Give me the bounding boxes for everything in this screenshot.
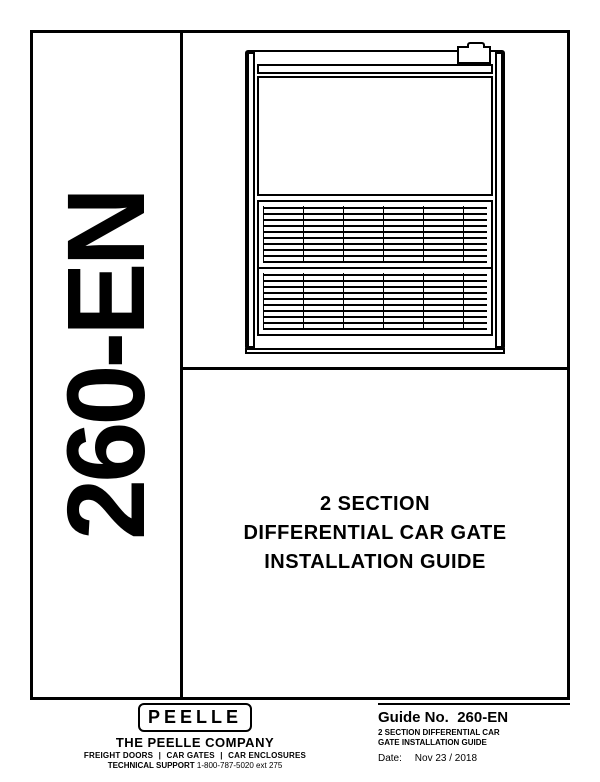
footer: PEELLE THE PEELLE COMPANY FREIGHT DOORS … xyxy=(30,703,570,770)
illustration-cell xyxy=(180,30,570,370)
logo: PEELLE xyxy=(138,703,252,732)
title-cell: 2 SECTION DIFFERENTIAL CAR GATE INSTALLA… xyxy=(180,370,570,700)
tech-support: TECHNICAL SUPPORT 1-800-787-5020 ext 275 xyxy=(30,761,360,770)
title-line-1: 2 SECTION xyxy=(320,493,430,516)
product-1: FREIGHT DOORS xyxy=(84,751,153,760)
product-3: CAR ENCLOSURES xyxy=(228,751,306,760)
page: 260-EN 2 SECTION xyxy=(0,0,600,782)
product-2: CAR GATES xyxy=(167,751,215,760)
motor-icon xyxy=(457,46,491,64)
gate-illustration xyxy=(245,50,505,350)
support-label: TECHNICAL SUPPORT xyxy=(108,761,195,770)
guide-date: Date: Nov 23 / 2018 xyxy=(378,753,570,764)
doc-code-column: 260-EN xyxy=(30,30,180,700)
doc-code: 260-EN xyxy=(43,191,170,540)
product-list: FREIGHT DOORS | CAR GATES | CAR ENCLOSUR… xyxy=(30,751,360,760)
guide-number: Guide No. 260-EN xyxy=(378,709,570,726)
cover-frame: 260-EN 2 SECTION xyxy=(30,30,570,700)
footer-right: Guide No. 260-EN 2 SECTION DIFFERENTIAL … xyxy=(378,703,570,770)
footer-rule xyxy=(378,703,570,705)
company-name: THE PEELLE COMPANY xyxy=(30,735,360,750)
guide-title: 2 SECTION DIFFERENTIAL CAR GATE INSTALLA… xyxy=(378,728,570,747)
title-line-3: INSTALLATION GUIDE xyxy=(264,551,486,574)
title-line-2: DIFFERENTIAL CAR GATE xyxy=(243,522,506,545)
right-column: 2 SECTION DIFFERENTIAL CAR GATE INSTALLA… xyxy=(180,30,570,700)
footer-left: PEELLE THE PEELLE COMPANY FREIGHT DOORS … xyxy=(30,703,360,770)
support-number: 1-800-787-5020 ext 275 xyxy=(197,761,282,770)
